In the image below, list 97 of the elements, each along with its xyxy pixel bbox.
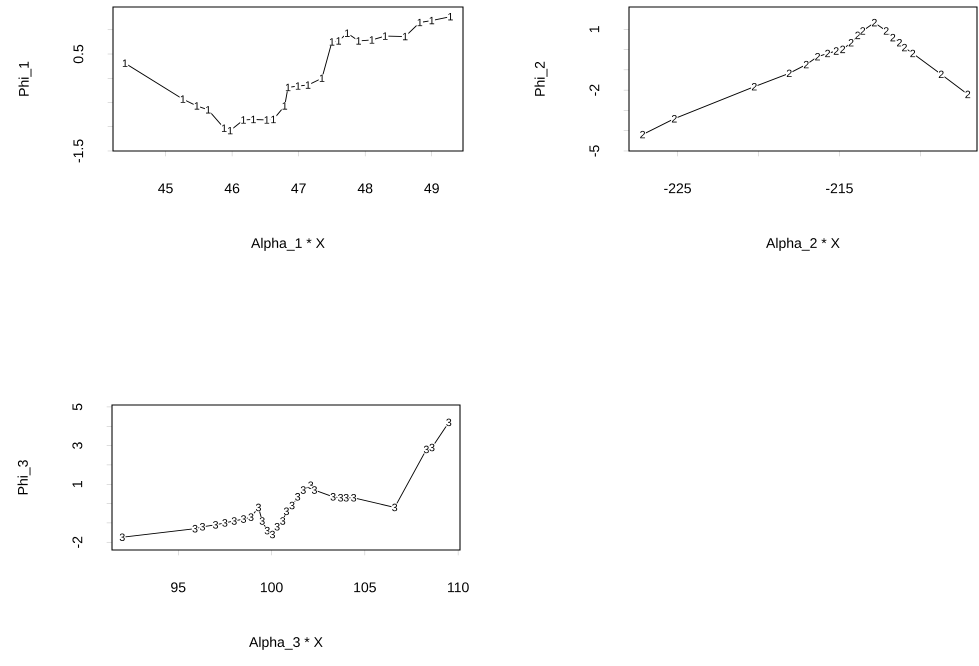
text: 3 [330,493,336,501]
series-label: 1 [383,32,388,40]
text: 2 [672,115,677,122]
text: 1 [222,124,227,132]
text: 3 [120,533,125,541]
x-tick-label: 46 [224,183,240,194]
text: 3 [274,523,280,531]
x-tick-label: 105 [354,582,376,592]
text: 1 [264,116,270,124]
text: 3 [240,515,246,523]
text: 2 [834,47,839,55]
text: 2 [815,52,820,60]
text: 1 [336,37,342,45]
text: 2 [640,130,646,138]
text: 1 [228,126,233,134]
y-tick-label: 0.5 [73,44,84,64]
text: 1 [345,29,350,37]
text: 1 [356,37,361,45]
x-axis-title: Alpha_2 * X [766,238,840,251]
y-tick-label: -1.5 [73,140,84,162]
text: 1 [448,13,453,20]
y-axis-title: Phi_3 [18,460,30,494]
text: 3 [284,508,289,516]
text: 2 [902,44,907,52]
y-axis-title: Phi_2 [534,62,548,96]
text: 2 [884,27,889,35]
x-tick-label: 110 [448,582,469,592]
text: 3 [312,486,317,494]
text: 3 [256,504,261,512]
text: 3 [264,526,270,534]
x-tick-label: -215 [826,183,853,194]
y-axis-title: Phi_1 [18,62,32,96]
y-tick-label: -2 [72,536,82,548]
text: 3 [248,513,254,521]
y-tick-label: 1 [72,481,82,488]
text: 1 [282,102,288,110]
x-tick-label: 95 [171,582,186,592]
text: 2 [848,38,854,46]
text: 3 [212,521,218,529]
text: 3 [424,446,429,454]
text: 1 [402,32,408,40]
series-label: 2 [965,90,970,98]
text: 2 [938,70,944,78]
x-axis-title: Alpha_1 * X [251,238,325,251]
text: 1 [296,82,300,90]
text: 2 [890,34,896,42]
text: 3 [290,502,295,510]
text: 1 [370,36,374,44]
text: 3 [429,444,435,452]
text: 3 [351,494,356,502]
text: 1 [306,81,310,89]
text: 2 [825,50,830,58]
y-tick-label: -5 [589,145,600,157]
x-tick-label: 100 [260,582,283,592]
y-tick-label: 5 [72,404,82,410]
x-axis-title: Alpha_3 * X [249,636,323,650]
text: 1 [286,84,290,92]
series-label: 3 [338,494,344,502]
text: 3 [446,418,452,426]
text: 3 [192,524,198,532]
text: 3 [200,523,205,531]
text: 1 [271,116,276,124]
text: 1 [251,116,256,124]
text: 1 [241,116,246,124]
x-tick-label: -225 [664,183,691,194]
text: 2 [897,38,902,46]
text: 2 [752,82,757,90]
text: 1 [122,60,128,67]
text: 1 [320,74,324,82]
text: 2 [910,50,916,58]
x-tick-label: 47 [291,184,306,194]
x-tick-label: 45 [158,183,173,194]
text: 1 [330,38,334,46]
y-tick-label: -2 [589,84,600,96]
text: 2 [804,60,809,68]
text: 3 [300,486,306,494]
text: 1 [430,16,434,24]
text: 2 [840,46,846,54]
text: 3 [344,494,349,502]
text: 2 [860,27,866,35]
y-tick-label: 1 [590,26,600,32]
text: 3 [270,530,275,538]
y-tick-label: 3 [72,442,82,449]
text: 1 [180,95,186,103]
x-tick-label: 48 [358,183,372,194]
text: 3 [295,493,300,501]
text: 2 [872,18,877,26]
text: 1 [206,106,211,114]
text: 3 [222,519,228,527]
text: 2 [786,70,792,78]
text: 1 [194,102,200,110]
text: 1 [418,18,422,26]
text: 3 [260,517,265,525]
text: 3 [232,517,237,525]
text: 3 [280,517,286,525]
text: 3 [392,504,398,512]
x-tick-label: 49 [424,183,439,194]
